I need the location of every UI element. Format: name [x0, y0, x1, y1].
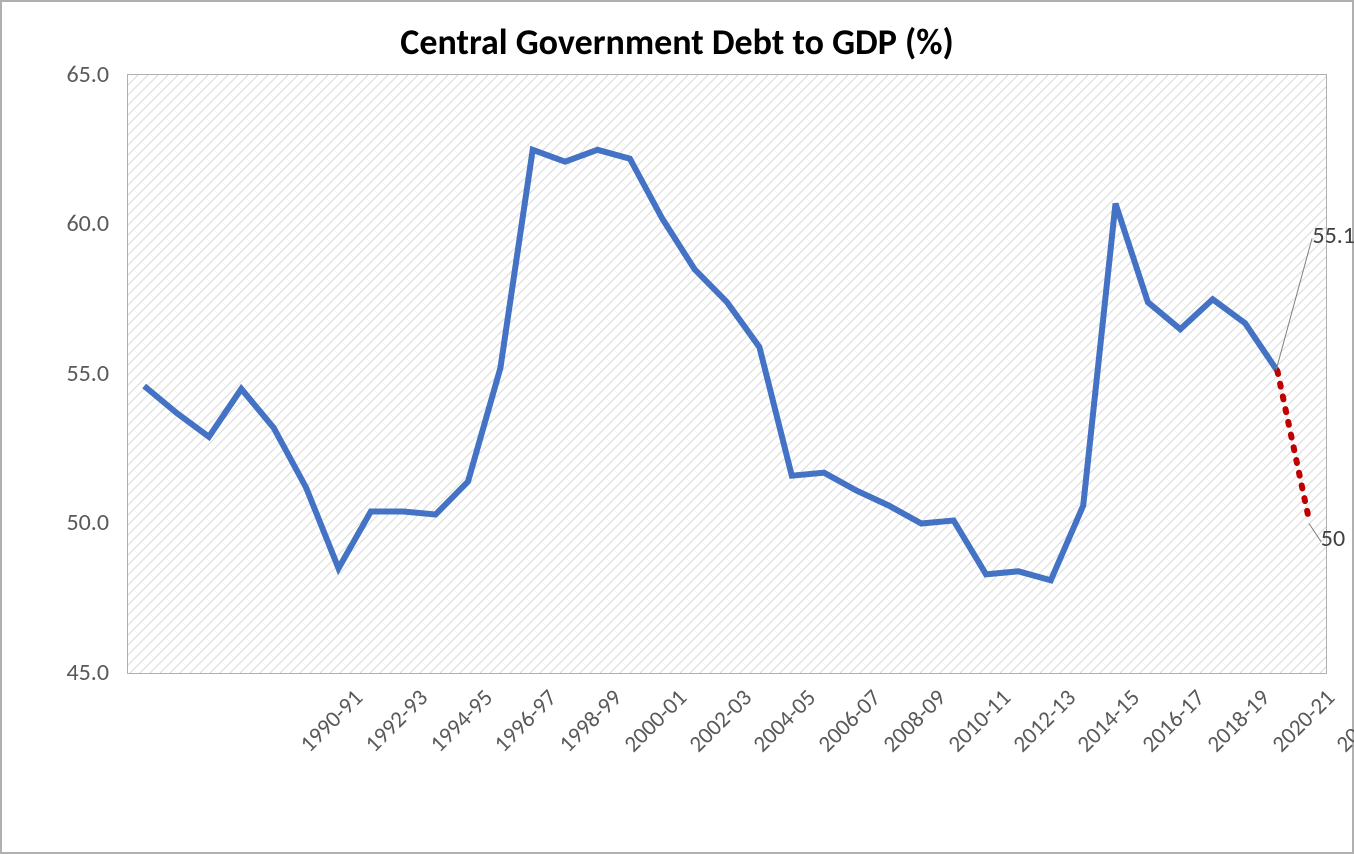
y-axis-tick-label: 45.0 [2, 658, 109, 687]
y-axis-tick-label: 60.0 [2, 209, 109, 238]
data-label: 55.1 [1312, 221, 1354, 250]
series-line [1277, 371, 1309, 524]
y-axis-tick-label: 65.0 [2, 60, 109, 89]
y-axis-tick-label: 50.0 [2, 508, 109, 537]
plot-area [127, 74, 1327, 674]
series-line [144, 150, 1277, 581]
chart-frame: Central Government Debt to GDP (%) 45.0 5… [0, 0, 1354, 854]
data-label: 50 [1321, 524, 1345, 553]
chart-title: Central Government Debt to GDP (%) [2, 20, 1352, 64]
chart-lines [128, 75, 1326, 673]
y-axis-tick-label: 55.0 [2, 359, 109, 388]
